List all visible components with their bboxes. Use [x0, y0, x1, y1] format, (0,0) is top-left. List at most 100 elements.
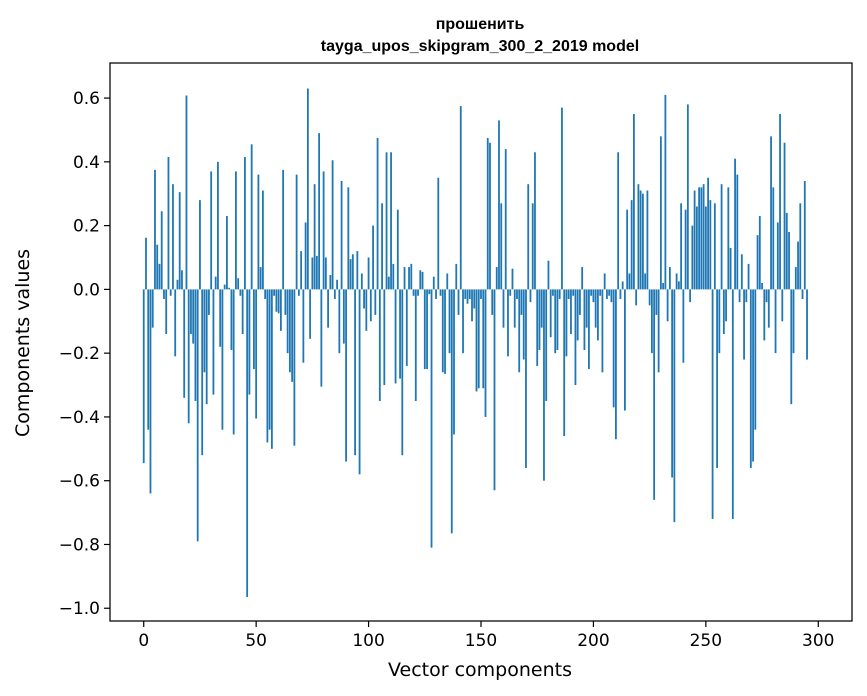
bar [639, 190, 642, 290]
bar [417, 289, 419, 296]
bar [376, 137, 379, 290]
bar [201, 289, 204, 456]
bar [163, 289, 165, 299]
bar [338, 289, 341, 354]
bar [754, 289, 757, 430]
bar [300, 251, 303, 290]
bar [576, 289, 579, 341]
x-tick-label: 200 [577, 631, 609, 651]
bar [725, 289, 727, 322]
bar [513, 289, 516, 328]
bar [666, 289, 669, 322]
bar [477, 289, 480, 389]
bar [659, 136, 662, 290]
bar [212, 289, 215, 395]
x-axis: 0 50 100 150 200 250 300 [138, 621, 834, 651]
bar [158, 263, 161, 290]
bar [619, 289, 622, 299]
chart-title-line-1: прошенить [436, 16, 525, 33]
bar [572, 289, 575, 296]
bar [489, 142, 491, 290]
bar [709, 200, 712, 290]
bar [556, 289, 559, 350]
bar [419, 270, 422, 290]
bar [707, 177, 709, 290]
bar [498, 120, 500, 290]
bar [704, 206, 707, 290]
bar [279, 289, 282, 331]
bar [149, 289, 152, 494]
bar [475, 289, 478, 392]
bar [747, 263, 750, 290]
bar [347, 187, 350, 290]
bar [493, 289, 496, 491]
bar [145, 237, 147, 290]
bar [446, 273, 449, 290]
bar [691, 225, 694, 290]
bar [358, 289, 361, 475]
bar [266, 289, 269, 443]
bar [333, 289, 336, 299]
bar [761, 283, 763, 290]
x-tick-label: 250 [690, 631, 722, 651]
bar [522, 289, 525, 360]
bar [387, 276, 390, 290]
bar [156, 244, 159, 290]
bar [579, 289, 581, 315]
bar [646, 190, 649, 290]
bar [549, 289, 552, 338]
bar [686, 104, 689, 290]
bar [374, 289, 377, 315]
bar [763, 289, 766, 341]
bar [713, 203, 716, 290]
bar [270, 289, 273, 449]
bar [165, 289, 168, 335]
bar [363, 289, 365, 309]
bar [675, 273, 678, 290]
bar [185, 95, 188, 290]
bar [208, 289, 210, 315]
bar [648, 289, 651, 306]
bar [765, 289, 768, 303]
bar [736, 174, 739, 290]
bar [151, 289, 154, 328]
bar [426, 289, 428, 370]
y-axis-label: Components values [12, 249, 34, 437]
bar [235, 171, 237, 290]
bar [181, 270, 183, 290]
bar [450, 289, 453, 534]
bar [482, 289, 485, 389]
bar [563, 289, 566, 437]
bar [214, 276, 217, 290]
bar [772, 187, 775, 290]
bar [540, 289, 543, 328]
bar [228, 287, 231, 290]
bar [734, 158, 736, 290]
bar [210, 171, 213, 290]
bar [354, 289, 356, 456]
bar [635, 289, 638, 306]
bar [543, 289, 545, 481]
bar [259, 267, 262, 290]
bar [351, 254, 354, 290]
bar [396, 209, 399, 290]
bar [756, 235, 759, 290]
bar [531, 203, 534, 290]
bar [399, 289, 401, 379]
bar [657, 289, 660, 373]
bar [324, 257, 327, 290]
bar [781, 289, 784, 322]
bar [441, 289, 444, 373]
bar [484, 289, 487, 417]
bar [615, 289, 617, 440]
bar [412, 289, 415, 296]
bar [244, 157, 246, 290]
bar [160, 211, 163, 290]
bar [689, 289, 692, 303]
bar [518, 289, 521, 373]
bar [311, 257, 314, 290]
bar [313, 184, 316, 290]
bar [430, 289, 433, 548]
bar [385, 152, 388, 290]
